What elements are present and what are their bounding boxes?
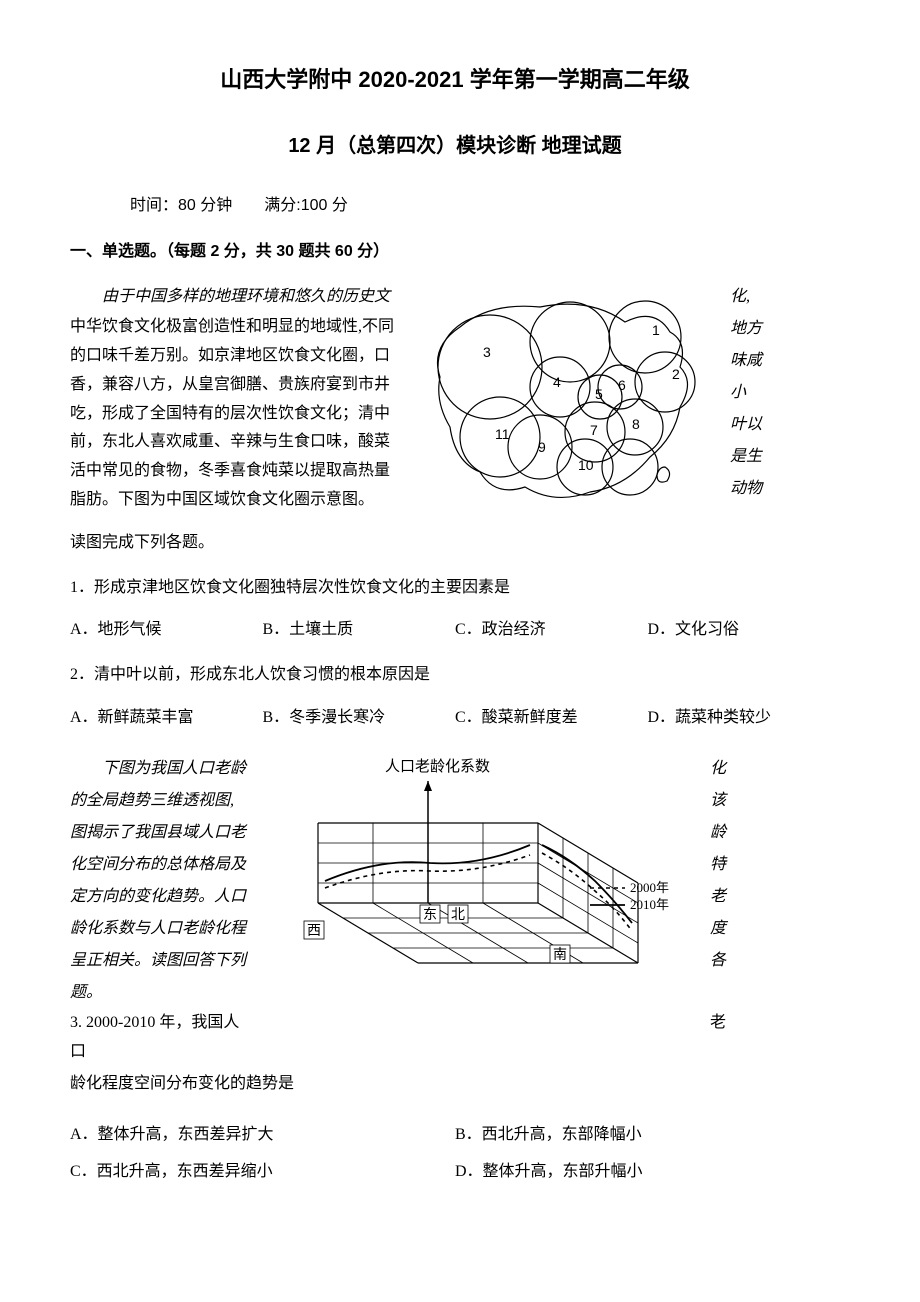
map-label-9: 9: [538, 439, 546, 455]
q1-opt-c: C．政治经济: [455, 616, 648, 645]
p2-l3: 化空间分布的总体格局及: [70, 849, 250, 881]
q1-opt-b: B．土壤土质: [263, 616, 456, 645]
legend-2000: 2000年: [630, 880, 669, 895]
passage2-rightcol: 化 该 龄 特 老 度 各: [710, 753, 770, 977]
map-label-2: 2: [672, 366, 680, 382]
q1-opt-a: A．地形气候: [70, 616, 263, 645]
z-axis-label: 人口老龄化系数: [385, 758, 490, 775]
passage2-block: 下图为我国人口老龄 的全局趋势三维透视图, 图揭示了我国县域人口老 化空间分布的…: [70, 753, 840, 1067]
map-label-11: 11: [495, 426, 510, 442]
q2-opt-b: B．冬季漫长寒冷: [263, 704, 456, 733]
p1-l4: 吃，形成了全国特有的层次性饮食文化；清中: [70, 400, 400, 429]
section-head: 一、单选题。（每题 2 分，共 30 题共 60 分）: [70, 238, 840, 267]
p2-r4: 老: [710, 881, 770, 913]
p1-l6: 活中常见的食物，冬季喜食炖菜以提取高热量: [70, 457, 400, 486]
q1-stem: 1．形成京津地区饮食文化圈独特层次性饮食文化的主要因素是: [70, 574, 840, 603]
passage1-rightcol: 化, 地方 味咸 小 叶以 是生 动物: [730, 281, 790, 505]
p1-l1: 中华饮食文化极富创造性和明显的地域性,不同: [70, 313, 400, 342]
q2-options: A．新鲜蔬菜丰富 B．冬季漫长寒冷 C．酸菜新鲜度差 D．蔬菜种类较少: [70, 704, 840, 733]
axis-south: 南: [553, 947, 567, 963]
title-main: 山西大学附中 2020-2021 学年第一学期高二年级: [70, 60, 840, 100]
p2-l5: 龄化系数与人口老龄化程: [70, 913, 250, 945]
q2-opt-d: D．蔬菜种类较少: [648, 704, 841, 733]
p1-l0: 由于中国多样的地理环境和悠久的历史文: [102, 288, 390, 305]
p2-r5: 度: [710, 913, 770, 945]
p1-l7: 脂肪。下图为中国区域饮食文化圈示意图。: [70, 486, 400, 515]
p1-r5: 是生: [730, 441, 790, 473]
map-label-8: 8: [632, 416, 640, 432]
map-label-4: 4: [553, 374, 561, 390]
axis-east: 东: [423, 907, 437, 923]
q2-opt-c: C．酸菜新鲜度差: [455, 704, 648, 733]
passage2-left: 下图为我国人口老龄 的全局趋势三维透视图, 图揭示了我国县域人口老 化空间分布的…: [70, 753, 250, 1009]
p2-r0: 化: [710, 753, 770, 785]
p2-r1: 该: [710, 785, 770, 817]
aging-3d-chart: 人口老龄化系数: [270, 753, 680, 1033]
q3-stem-a: 3. 2000-2010 年，我国人口: [70, 1009, 250, 1067]
map-label-5: 5: [595, 386, 603, 402]
q2-stem: 2．清中叶以前，形成东北人饮食习惯的根本原因是: [70, 661, 840, 690]
p1-r1: 地方: [730, 313, 790, 345]
map-label-6: 6: [618, 377, 626, 393]
p2-l6: 呈正相关。读图回答下列: [70, 945, 250, 977]
q3-options-row2: C．西北升高，东西差异缩小 D．整体升高，东部升幅小: [70, 1158, 840, 1187]
map-label-7: 7: [590, 422, 598, 438]
p2-r3: 特: [710, 849, 770, 881]
p2-r6: 各: [710, 945, 770, 977]
p2-l4: 定方向的变化趋势。人口: [70, 881, 250, 913]
q2-opt-a: A．新鲜蔬菜丰富: [70, 704, 263, 733]
map-label-10: 10: [578, 457, 594, 473]
q1-options: A．地形气候 B．土壤土质 C．政治经济 D．文化习俗: [70, 616, 840, 645]
q3-stem-b: 龄化程度空间分布变化的趋势是: [70, 1070, 840, 1099]
axis-west: 西: [307, 924, 321, 939]
p1-l3: 香，兼容八方，从皇宫御膳、贵族府宴到市井: [70, 371, 400, 400]
p2-r2: 龄: [710, 817, 770, 849]
exam-info: 时间：80 分钟 满分:100 分: [130, 192, 840, 221]
p1-r3: 小: [730, 377, 790, 409]
p1-r0: 化,: [730, 281, 790, 313]
map-label-3b: 3: [483, 344, 491, 360]
p2-l0: 下图为我国人口老龄: [70, 753, 250, 785]
passage1-block: 由于中国多样的地理环境和悠久的历史文 中华饮食文化极富创造性和明显的地域性,不同…: [70, 281, 840, 515]
p1-r6: 动物: [730, 473, 790, 505]
map-label-1: 1: [652, 322, 660, 338]
axis-north: 北: [451, 907, 465, 923]
p2-l7: 题。: [70, 977, 250, 1009]
p1-l2: 的口味千差万别。如京津地区饮食文化圈，口: [70, 342, 400, 371]
q3-opt-d: D．整体升高，东部升幅小: [455, 1158, 840, 1187]
china-map-figure: 1 2 3 4 5 6 7 8 9 10 11: [420, 287, 710, 517]
p2-l1: 的全局趋势三维透视图,: [70, 785, 250, 817]
p1-r2: 味咸: [730, 345, 790, 377]
q3-opt-c: C．西北升高，东西差异缩小: [70, 1158, 455, 1187]
q1-opt-d: D．文化习俗: [648, 616, 841, 645]
title-sub: 12 月（总第四次）模块诊断 地理试题: [70, 128, 840, 164]
q3-stem-right: 老: [710, 1009, 770, 1038]
passage1-caption: 读图完成下列各题。: [70, 529, 840, 558]
p2-l2: 图揭示了我国县域人口老: [70, 817, 250, 849]
q3-options-row1: A．整体升高，东西差异扩大 B．西北升高，东部降幅小: [70, 1121, 840, 1150]
q3-opt-b: B．西北升高，东部降幅小: [455, 1121, 840, 1150]
q3-opt-a: A．整体升高，东西差异扩大: [70, 1121, 455, 1150]
p1-r4: 叶以: [730, 409, 790, 441]
passage1-left: 由于中国多样的地理环境和悠久的历史文 中华饮食文化极富创造性和明显的地域性,不同…: [70, 281, 400, 515]
legend-2010: 2010年: [630, 897, 669, 912]
p1-l5: 前，东北人喜欢咸重、辛辣与生食口味，酸菜: [70, 428, 400, 457]
